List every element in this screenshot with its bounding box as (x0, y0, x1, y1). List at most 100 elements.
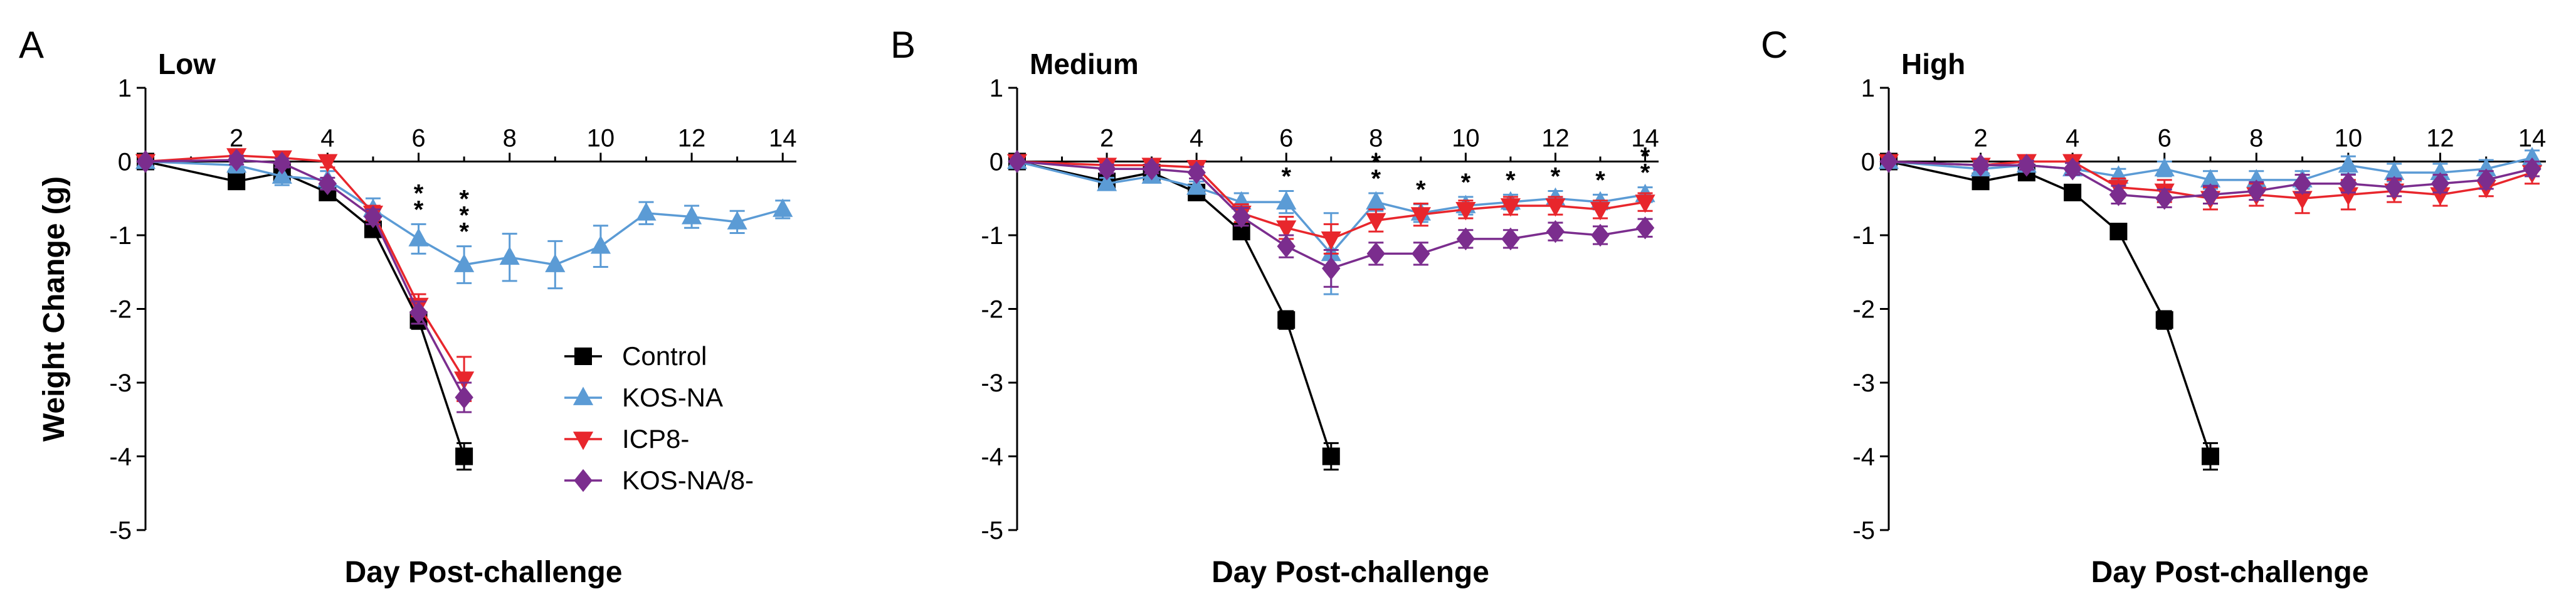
x-axis-title: Day Post-challenge (345, 556, 623, 589)
legend-marker (573, 386, 594, 405)
significance-star: * (1595, 166, 1605, 194)
y-tick-label: 0 (1861, 149, 1875, 176)
panel-letter: A (19, 24, 44, 66)
data-point (2201, 183, 2220, 206)
data-point (2292, 191, 2313, 210)
data-point (454, 253, 475, 272)
x-tick-label: 6 (1279, 125, 1293, 152)
y-tick-label: -5 (981, 517, 1003, 544)
legend-marker (574, 469, 593, 492)
data-point (1410, 207, 1431, 226)
data-point (1590, 201, 1611, 221)
significance-star: * (1371, 165, 1381, 193)
data-point (2247, 179, 2266, 203)
x-tick-label: 10 (2335, 125, 2363, 152)
data-point (1366, 242, 1386, 265)
data-point (1971, 154, 1990, 177)
data-point (1232, 205, 1251, 228)
significance-star: * (414, 196, 424, 223)
data-point (2063, 157, 2082, 181)
data-point (2431, 172, 2450, 195)
data-point (1276, 220, 1297, 239)
data-point (1277, 235, 1296, 258)
data-point (364, 205, 383, 228)
series-kos-na-8- (136, 148, 473, 413)
data-point (228, 173, 246, 191)
series-kos-na-8- (1008, 150, 1655, 288)
data-point (2064, 183, 2082, 201)
data-point (499, 246, 520, 265)
x-tick-label: 12 (2426, 125, 2454, 152)
x-tick-label: 6 (411, 125, 425, 152)
y-tick-label: 1 (1861, 75, 1875, 102)
data-point (1591, 223, 1610, 247)
y-tick-label: 0 (118, 149, 132, 176)
data-point (2523, 157, 2542, 181)
significance-star: * (1640, 159, 1650, 187)
x-tick-label: 4 (320, 125, 334, 152)
y-tick-label: -4 (1852, 443, 1875, 471)
data-point (1276, 191, 1297, 210)
panel-letter: B (890, 24, 916, 66)
significance-star: * (459, 186, 469, 213)
y-tick-label: -3 (981, 369, 1003, 397)
legend-label: KOS-NA/8- (622, 465, 754, 495)
data-point (2017, 154, 2036, 177)
data-point (1008, 150, 1027, 173)
y-tick-label: -3 (109, 369, 132, 397)
data-point (272, 165, 292, 184)
series-line (1888, 160, 2533, 200)
panel-title: High (1901, 48, 1965, 80)
data-point (1545, 198, 1566, 217)
data-point (1879, 150, 1898, 173)
x-tick-label: 10 (587, 125, 615, 152)
data-point (727, 211, 747, 230)
series-line (145, 160, 783, 266)
data-point (1322, 447, 1340, 465)
data-point (408, 228, 429, 247)
data-point (1277, 311, 1296, 329)
panel-title: Low (158, 48, 216, 80)
data-point (2154, 157, 2175, 177)
data-point (1546, 220, 1565, 243)
data-point (2155, 311, 2173, 329)
x-tick-label: 8 (503, 125, 517, 152)
data-point (1097, 157, 1116, 181)
data-point (1635, 194, 1655, 213)
legend-label: Control (622, 341, 707, 371)
significance-star: * (1551, 163, 1561, 191)
y-tick-label: -2 (981, 296, 1003, 324)
y-tick-label: -1 (109, 222, 132, 250)
x-axis-title: Day Post-challenge (2091, 556, 2369, 589)
data-point (1096, 173, 1117, 191)
x-tick-label: 14 (1631, 125, 1659, 152)
data-point (409, 301, 428, 324)
data-point (2385, 176, 2404, 199)
y-tick-label: -3 (1852, 369, 1875, 397)
significance-star: * (414, 179, 424, 207)
series-kos-na-8- (1879, 150, 2542, 210)
data-point (2293, 172, 2312, 195)
data-point (2200, 169, 2221, 188)
data-point (1187, 161, 1206, 184)
data-point (1142, 157, 1161, 181)
x-axis-title: Day Post-challenge (1211, 556, 1489, 589)
data-point (136, 150, 155, 173)
panel-letter: C (1761, 24, 1788, 66)
y-tick-label: -4 (981, 443, 1003, 471)
y-tick-label: -1 (981, 222, 1003, 250)
x-tick-label: 8 (1369, 125, 1383, 152)
x-tick-label: 4 (1190, 125, 1203, 152)
data-point (1501, 227, 1520, 251)
y-tick-label: -5 (109, 517, 132, 544)
data-point (773, 198, 793, 217)
data-point (1186, 176, 1207, 195)
data-point (1366, 191, 1386, 210)
data-point (681, 206, 702, 225)
data-point (2155, 187, 2174, 210)
legend-marker (574, 348, 592, 365)
data-point (273, 151, 292, 175)
data-point (2384, 161, 2405, 181)
data-point (454, 371, 475, 390)
legend-marker (573, 432, 594, 450)
